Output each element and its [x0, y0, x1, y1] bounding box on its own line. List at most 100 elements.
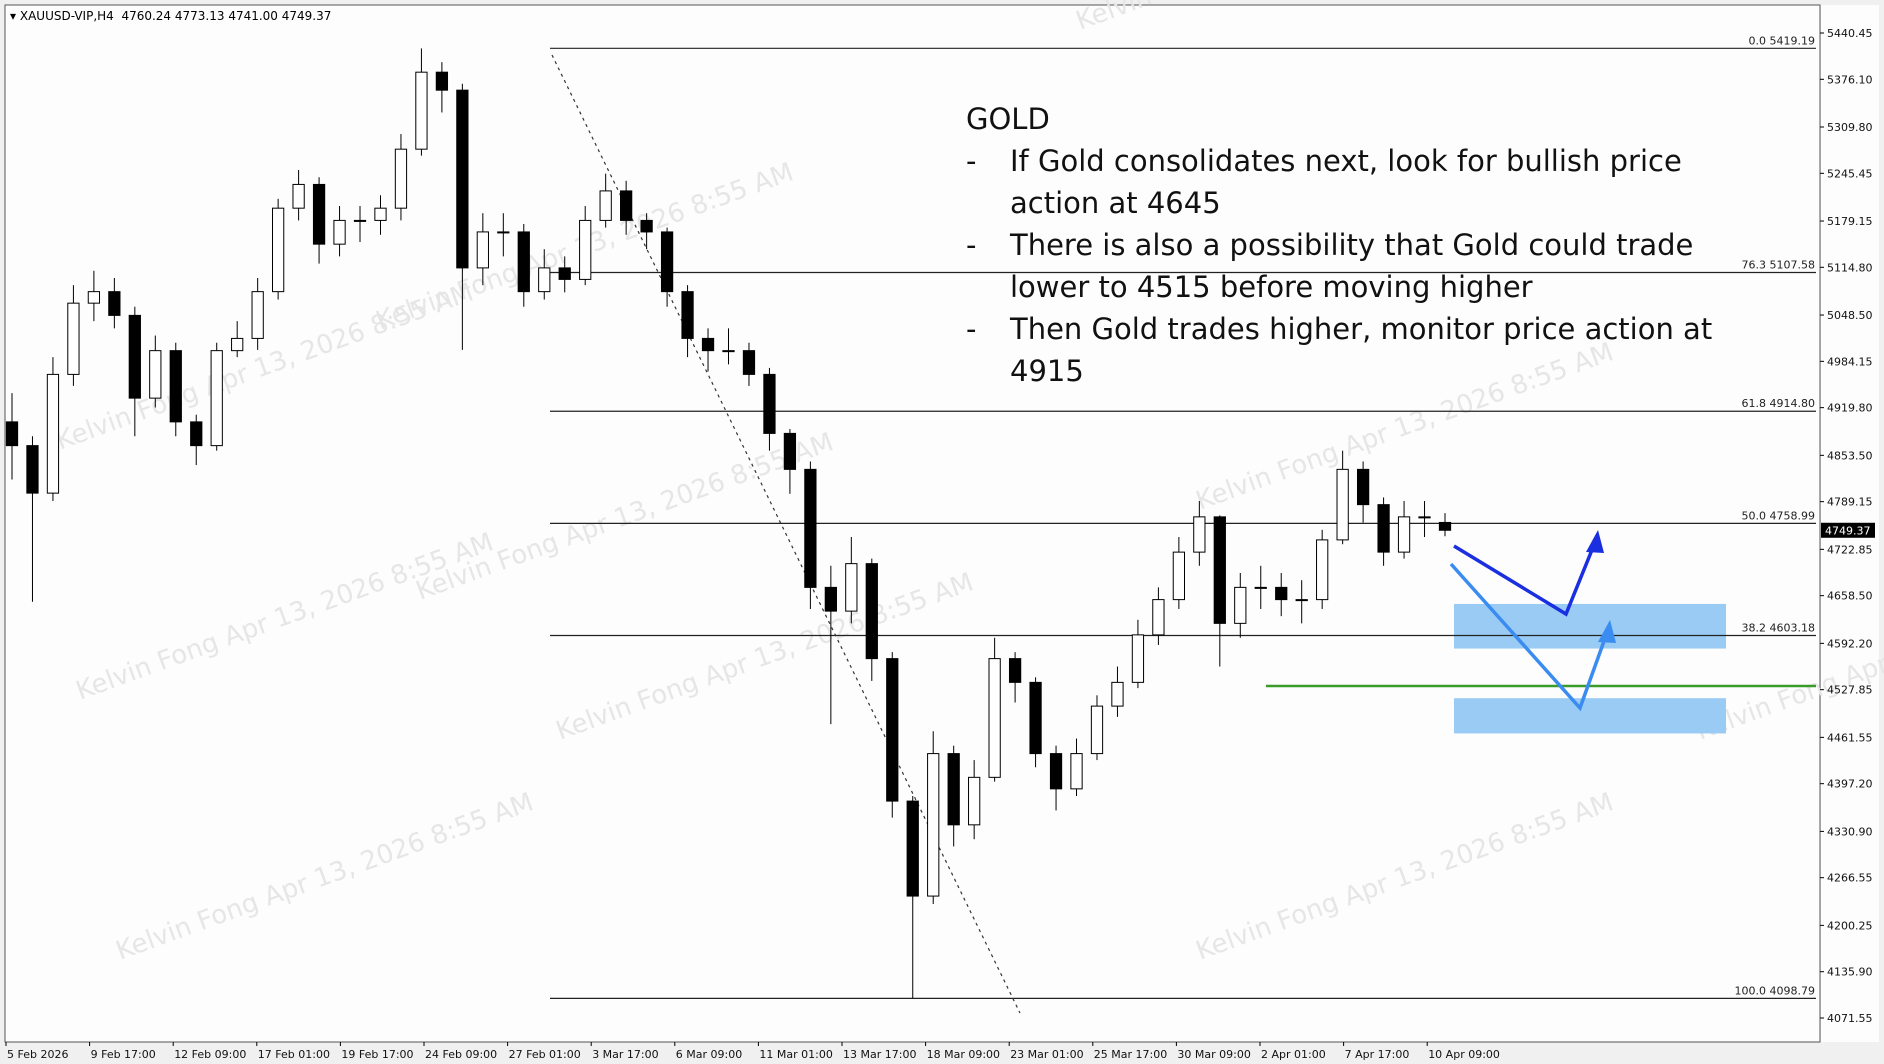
current-price-box: [1821, 522, 1875, 538]
candle: [1356, 461, 1370, 523]
candle: [1090, 695, 1104, 761]
bullish-candle-body: [927, 753, 940, 897]
bullish-candle-body: [497, 231, 510, 234]
candle: [640, 213, 653, 250]
time-tick-label: 17 Feb 01:00: [258, 1048, 330, 1061]
time-tick-label: 2 Apr 01:00: [1261, 1048, 1326, 1061]
candle: [456, 83, 469, 350]
candle: [517, 224, 530, 307]
bearish-candle-body: [1377, 504, 1390, 553]
dark-blue-arrowhead-icon: [1586, 530, 1604, 553]
support-zones: [1454, 603, 1726, 734]
bearish-candle-body: [906, 800, 919, 897]
price-tick-label: 5309.80: [1827, 121, 1873, 134]
bullish-candle-body: [271, 207, 285, 293]
bullish-candle-body: [476, 231, 489, 269]
candle: [1254, 565, 1267, 609]
fib-level-label: 76.3 5107.58: [1742, 259, 1815, 272]
bullish-candle-body: [333, 219, 346, 245]
analysis-annotation: GOLD If Gold consolidates next, look for…: [966, 98, 1726, 392]
candle: [620, 180, 633, 235]
candle: [1131, 619, 1145, 689]
candle: [1377, 497, 1390, 566]
time-tick-label: 6 Mar 09:00: [676, 1048, 742, 1061]
time-tick-label: 25 Mar 17:00: [1094, 1048, 1167, 1061]
candle: [1316, 529, 1329, 609]
price-tick-label: 4071.55: [1827, 1012, 1873, 1025]
candle: [271, 198, 285, 300]
bearish-candle-body: [5, 421, 19, 447]
bullish-candle-body: [1193, 516, 1206, 553]
light-blue-arrowhead-icon: [1598, 620, 1616, 643]
bearish-candle-body: [1049, 753, 1063, 790]
candle: [333, 206, 346, 257]
candle: [1193, 501, 1206, 566]
bullish-candle-body: [353, 219, 367, 222]
candle: [46, 357, 60, 502]
annotation-title: GOLD: [966, 102, 1050, 136]
bearish-candle-body: [681, 291, 694, 339]
bullish-candle-body: [1418, 516, 1431, 519]
candle: [988, 637, 1001, 782]
price-tick-label: 4853.50: [1827, 449, 1873, 462]
candle: [435, 62, 449, 113]
candle: [579, 206, 592, 286]
bearish-candle-body: [1356, 468, 1370, 506]
current-price-text: 4749.37: [1825, 524, 1871, 537]
bearish-candle-body: [128, 314, 141, 399]
bullish-candle-body: [599, 190, 612, 221]
ohlc-values: 4760.24 4773.13 4741.00 4749.37: [121, 9, 332, 23]
price-tick-label: 5440.45: [1827, 27, 1873, 40]
annotation-bullet: There is also a possibility that Gold co…: [966, 224, 1726, 308]
bearish-candle-body: [1275, 586, 1288, 601]
price-tick-label: 4135.90: [1827, 966, 1873, 979]
bearish-candle-body: [108, 291, 121, 316]
candle: [1172, 537, 1186, 609]
bullish-candle-body: [374, 207, 387, 221]
collapse-triangle-icon[interactable]: ▾: [10, 9, 17, 23]
candle: [1438, 513, 1452, 537]
candle: [1070, 738, 1083, 797]
candle: [1008, 652, 1022, 703]
price-axis[interactable]: 5440.45 5376.10 5309.80 5245.45 5179.15 5114.…: [1820, 27, 1873, 1025]
candle: [87, 270, 101, 322]
scenario-arrows: [1449, 530, 1616, 712]
bearish-candle-body: [190, 421, 203, 447]
candle: [169, 342, 182, 437]
bullish-candle-body: [1316, 539, 1329, 601]
candle: [1152, 587, 1165, 645]
bullish-candle-body: [1152, 599, 1165, 636]
time-tick-label: 18 Mar 09:00: [927, 1048, 1000, 1061]
candle: [108, 277, 121, 329]
bearish-candle-body: [886, 658, 899, 802]
candle: [5, 393, 19, 480]
bullish-candle-body: [1295, 599, 1308, 602]
time-tick-label: 23 Mar 01:00: [1010, 1048, 1083, 1061]
bullish-candle-body: [149, 350, 162, 399]
bearish-candle-body: [865, 563, 878, 660]
candle: [476, 213, 489, 286]
price-tick-label: 4397.20: [1827, 778, 1873, 791]
bearish-candle-body: [701, 337, 715, 352]
bullish-candle-body: [1172, 551, 1186, 601]
candle: [660, 227, 674, 307]
candle: [763, 367, 776, 451]
bullish-candle-body: [1090, 705, 1104, 755]
candle: [538, 249, 551, 300]
candle: [701, 328, 715, 372]
time-tick-label: 5 Feb 2026: [7, 1048, 68, 1061]
bullish-candle-body: [415, 71, 428, 150]
bearish-candle-body: [312, 183, 326, 245]
price-tick-label: 4658.50: [1827, 590, 1873, 603]
bearish-candle-body: [1438, 521, 1452, 531]
time-axis[interactable]: 5 Feb 2026 9 Feb 17:00 12 Feb 09:00 17 Feb …: [5, 1042, 1500, 1061]
candle: [783, 429, 797, 494]
candle: [742, 342, 756, 386]
bearish-candle-body: [456, 89, 469, 269]
candle: [1418, 501, 1431, 538]
bullish-candle-body: [292, 183, 305, 209]
time-tick-label: 13 Mar 17:00: [843, 1048, 916, 1061]
time-tick-label: 12 Feb 09:00: [174, 1048, 246, 1061]
bullish-candle-body: [579, 219, 592, 280]
price-tick-label: 5114.80: [1827, 261, 1873, 274]
